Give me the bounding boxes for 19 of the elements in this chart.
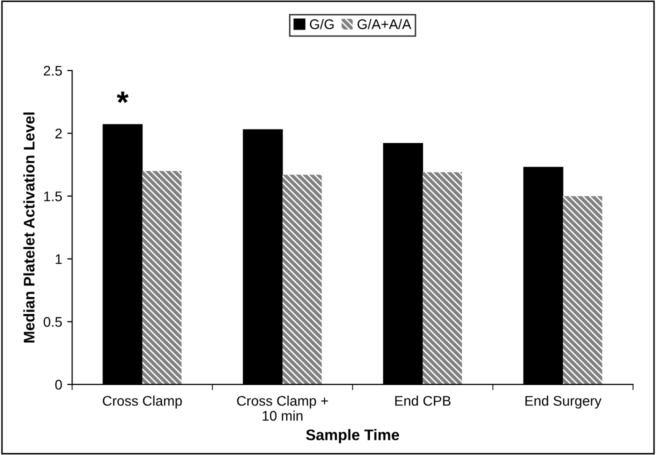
y-axis-title: Median Platelet Activation Level: [23, 112, 35, 342]
legend-label: G/A+A/A: [358, 18, 412, 30]
y-tick-label: 0: [55, 380, 62, 390]
y-tick-label: 2.5: [44, 66, 62, 76]
y-tick-label: 1.5: [44, 192, 62, 202]
annotation: *: [116, 92, 129, 103]
bar: [142, 170, 182, 384]
x-tick-label: Cross Clamp: [102, 396, 182, 409]
x-tick-label: End CPB: [395, 396, 451, 406]
bar: [562, 196, 602, 384]
y-tick-label: 1: [56, 254, 62, 264]
x-axis-title: Sample Time: [306, 429, 400, 444]
y-tick-label: 0.5: [44, 317, 62, 327]
bar: [422, 172, 462, 384]
legend-label: G/G: [310, 18, 334, 30]
y-tick-label: 2: [55, 128, 62, 138]
bar: [282, 174, 322, 384]
x-tick-label: End Surgery: [525, 396, 602, 409]
x-tick-label: Cross Clamp + 10 min: [237, 396, 328, 421]
